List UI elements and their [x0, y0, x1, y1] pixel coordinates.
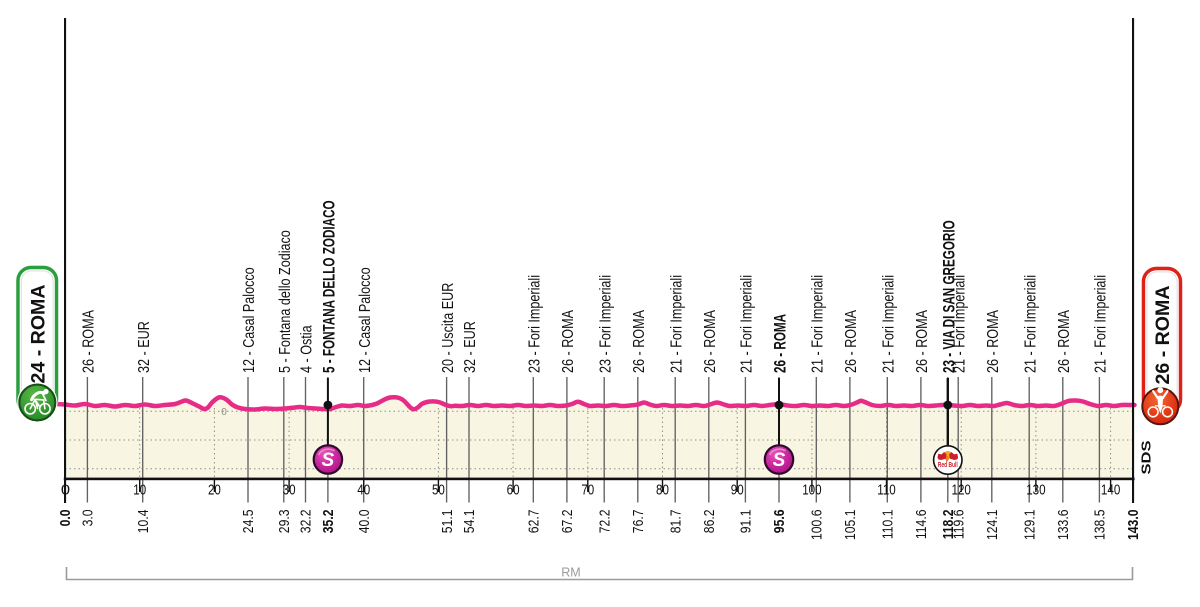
svg-text:S: S	[322, 450, 335, 471]
svg-text:26 - ROMA: 26 - ROMA	[560, 310, 577, 373]
svg-text:12 - Casal Palocco: 12 - Casal Palocco	[241, 267, 258, 373]
svg-text:60: 60	[507, 483, 520, 499]
svg-text:67.2: 67.2	[560, 510, 576, 534]
svg-text:90: 90	[731, 483, 744, 499]
svg-text:20 - Uscita EUR: 20 - Uscita EUR	[440, 283, 457, 373]
svg-text:80: 80	[656, 483, 669, 499]
svg-text:35.2: 35.2	[321, 510, 337, 534]
svg-text:5 - FONTANA DELLO ZODIACO: 5 - FONTANA DELLO ZODIACO	[320, 200, 339, 373]
svg-text:23 - Fori Imperiali: 23 - Fori Imperiali	[597, 275, 614, 373]
svg-text:105.1: 105.1	[843, 510, 859, 541]
svg-text:62.7: 62.7	[527, 510, 543, 534]
svg-text:110: 110	[877, 483, 896, 499]
svg-text:5 - Fontana dello Zodiaco: 5 - Fontana dello Zodiaco	[277, 230, 294, 373]
svg-text:50: 50	[432, 483, 445, 499]
svg-text:129.1: 129.1	[1022, 510, 1038, 541]
svg-text:21 - Fori Imperiali: 21 - Fori Imperiali	[1093, 275, 1110, 373]
svg-text:SDS: SDS	[1139, 440, 1154, 474]
svg-text:29.3: 29.3	[277, 510, 293, 534]
svg-text:23 - VIA DI SAN GREGORIO: 23 - VIA DI SAN GREGORIO	[939, 220, 958, 373]
svg-text:119.6: 119.6	[951, 510, 967, 540]
svg-text:130: 130	[1026, 483, 1045, 499]
svg-text:26 - ROMA: 26 - ROMA	[81, 310, 98, 373]
svg-text:32.2: 32.2	[299, 510, 315, 534]
svg-text:40.0: 40.0	[357, 510, 373, 534]
svg-text:138.5: 138.5	[1093, 510, 1109, 541]
svg-text:10: 10	[133, 483, 146, 499]
svg-text:26 - ROMA: 26 - ROMA	[702, 310, 719, 373]
svg-text:118.2: 118.2	[941, 510, 957, 540]
svg-text:23 - Fori Imperiali: 23 - Fori Imperiali	[527, 275, 544, 373]
svg-text:21 - Fori Imperiali: 21 - Fori Imperiali	[810, 275, 827, 373]
svg-text:26 - ROMA: 26 - ROMA	[1152, 286, 1174, 385]
svg-text:30: 30	[283, 483, 296, 499]
svg-text:21 - Fori Imperiali: 21 - Fori Imperiali	[1022, 275, 1039, 373]
svg-text:20: 20	[208, 483, 221, 499]
svg-text:76.7: 76.7	[631, 510, 647, 534]
svg-text:95.6: 95.6	[772, 510, 788, 534]
svg-text:0: 0	[61, 483, 70, 499]
svg-text:26 - ROMA: 26 - ROMA	[631, 310, 648, 373]
svg-text:0: 0	[221, 407, 227, 418]
svg-text:120: 120	[952, 483, 971, 499]
svg-text:26 - ROMA: 26 - ROMA	[771, 314, 790, 373]
svg-text:Red Bull: Red Bull	[938, 462, 958, 469]
svg-text:21 - Fori Imperiali: 21 - Fori Imperiali	[951, 275, 968, 373]
svg-text:124.1: 124.1	[985, 510, 1001, 541]
svg-text:RM: RM	[561, 566, 580, 580]
svg-text:0.0: 0.0	[58, 510, 74, 527]
svg-text:4 - Ostia: 4 - Ostia	[299, 325, 316, 373]
svg-text:114.6: 114.6	[914, 510, 930, 540]
svg-text:26 - ROMA: 26 - ROMA	[1056, 310, 1073, 373]
svg-text:81.7: 81.7	[668, 510, 684, 534]
svg-text:21 - Fori Imperiali: 21 - Fori Imperiali	[668, 275, 685, 373]
svg-text:100: 100	[802, 483, 821, 499]
svg-text:72.2: 72.2	[597, 510, 613, 534]
svg-text:110.1: 110.1	[881, 510, 897, 540]
svg-text:26 - ROMA: 26 - ROMA	[914, 310, 931, 373]
svg-text:70: 70	[581, 483, 594, 499]
svg-text:140: 140	[1101, 483, 1120, 499]
svg-text:24.5: 24.5	[241, 510, 257, 534]
svg-text:26 - ROMA: 26 - ROMA	[843, 310, 860, 373]
svg-text:86.2: 86.2	[702, 510, 718, 534]
svg-text:32 - EUR: 32 - EUR	[136, 321, 153, 373]
svg-text:51.1: 51.1	[440, 510, 456, 534]
svg-text:21 - Fori Imperiali: 21 - Fori Imperiali	[739, 275, 756, 373]
svg-text:S: S	[773, 450, 786, 471]
svg-text:32 - EUR: 32 - EUR	[462, 321, 479, 373]
svg-text:54.1: 54.1	[462, 510, 478, 534]
svg-text:133.6: 133.6	[1056, 510, 1072, 541]
svg-text:100.6: 100.6	[810, 510, 826, 541]
svg-text:143.0: 143.0	[1126, 510, 1142, 541]
svg-text:91.1: 91.1	[739, 510, 755, 534]
svg-text:12 - Casal Palocco: 12 - Casal Palocco	[357, 267, 374, 373]
svg-text:26 - ROMA: 26 - ROMA	[985, 310, 1002, 373]
svg-text:40: 40	[357, 483, 370, 499]
svg-text:3.0: 3.0	[81, 510, 97, 527]
svg-text:24 - ROMA: 24 - ROMA	[27, 285, 49, 384]
svg-text:21 - Fori Imperiali: 21 - Fori Imperiali	[881, 275, 898, 373]
svg-text:10.4: 10.4	[136, 510, 152, 534]
